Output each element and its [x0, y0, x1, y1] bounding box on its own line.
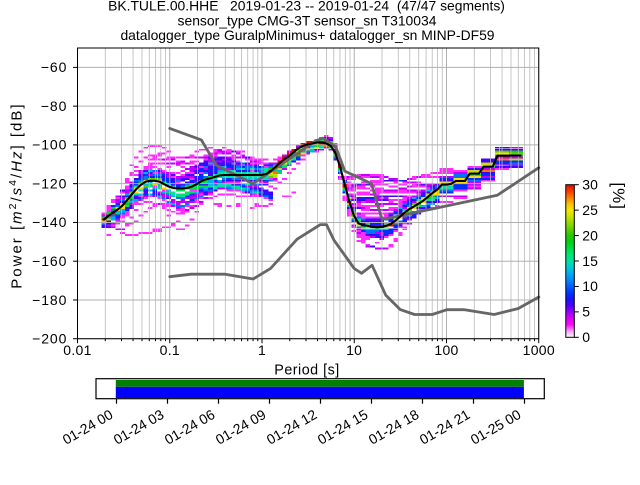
svg-text:−200: −200	[32, 331, 67, 347]
svg-text:[%]: [%]	[609, 182, 628, 210]
svg-text:0.1: 0.1	[160, 342, 180, 358]
svg-text:1: 1	[258, 342, 266, 358]
svg-text:−180: −180	[32, 292, 67, 308]
svg-text:0.01: 0.01	[63, 342, 91, 358]
svg-text:20: 20	[582, 227, 598, 243]
svg-text:10: 10	[346, 342, 362, 358]
svg-text:−120: −120	[32, 176, 67, 192]
svg-text:−100: −100	[32, 137, 67, 153]
svg-text:5: 5	[582, 304, 590, 320]
svg-text:−80: −80	[41, 98, 67, 114]
svg-text:0: 0	[582, 329, 590, 345]
svg-text:25: 25	[582, 202, 598, 218]
svg-text:1000: 1000	[523, 342, 555, 358]
svg-text:10: 10	[582, 278, 598, 294]
svg-text:−60: −60	[41, 59, 67, 75]
svg-text:BK.TULE.00.HHE 2019-01-23 --: BK.TULE.00.HHE 2019-01-23 -- 2019-01-24 …	[108, 0, 505, 13]
svg-text:sensor_type CMG-3T sensor_sn T: sensor_type CMG-3T sensor_sn T310034	[178, 12, 437, 28]
svg-text:15: 15	[582, 253, 598, 269]
svg-text:Power [m2/s4/Hz] [dB]: Power [m2/s4/Hz] [dB]	[7, 102, 26, 288]
svg-text:datalogger_type GuralpMinimus+: datalogger_type GuralpMinimus+ datalogge…	[120, 27, 494, 43]
svg-text:Period [s]: Period [s]	[274, 363, 339, 379]
svg-text:−140: −140	[32, 214, 67, 230]
svg-text:30: 30	[582, 177, 598, 193]
svg-text:−160: −160	[32, 253, 67, 269]
svg-text:100: 100	[434, 342, 458, 358]
